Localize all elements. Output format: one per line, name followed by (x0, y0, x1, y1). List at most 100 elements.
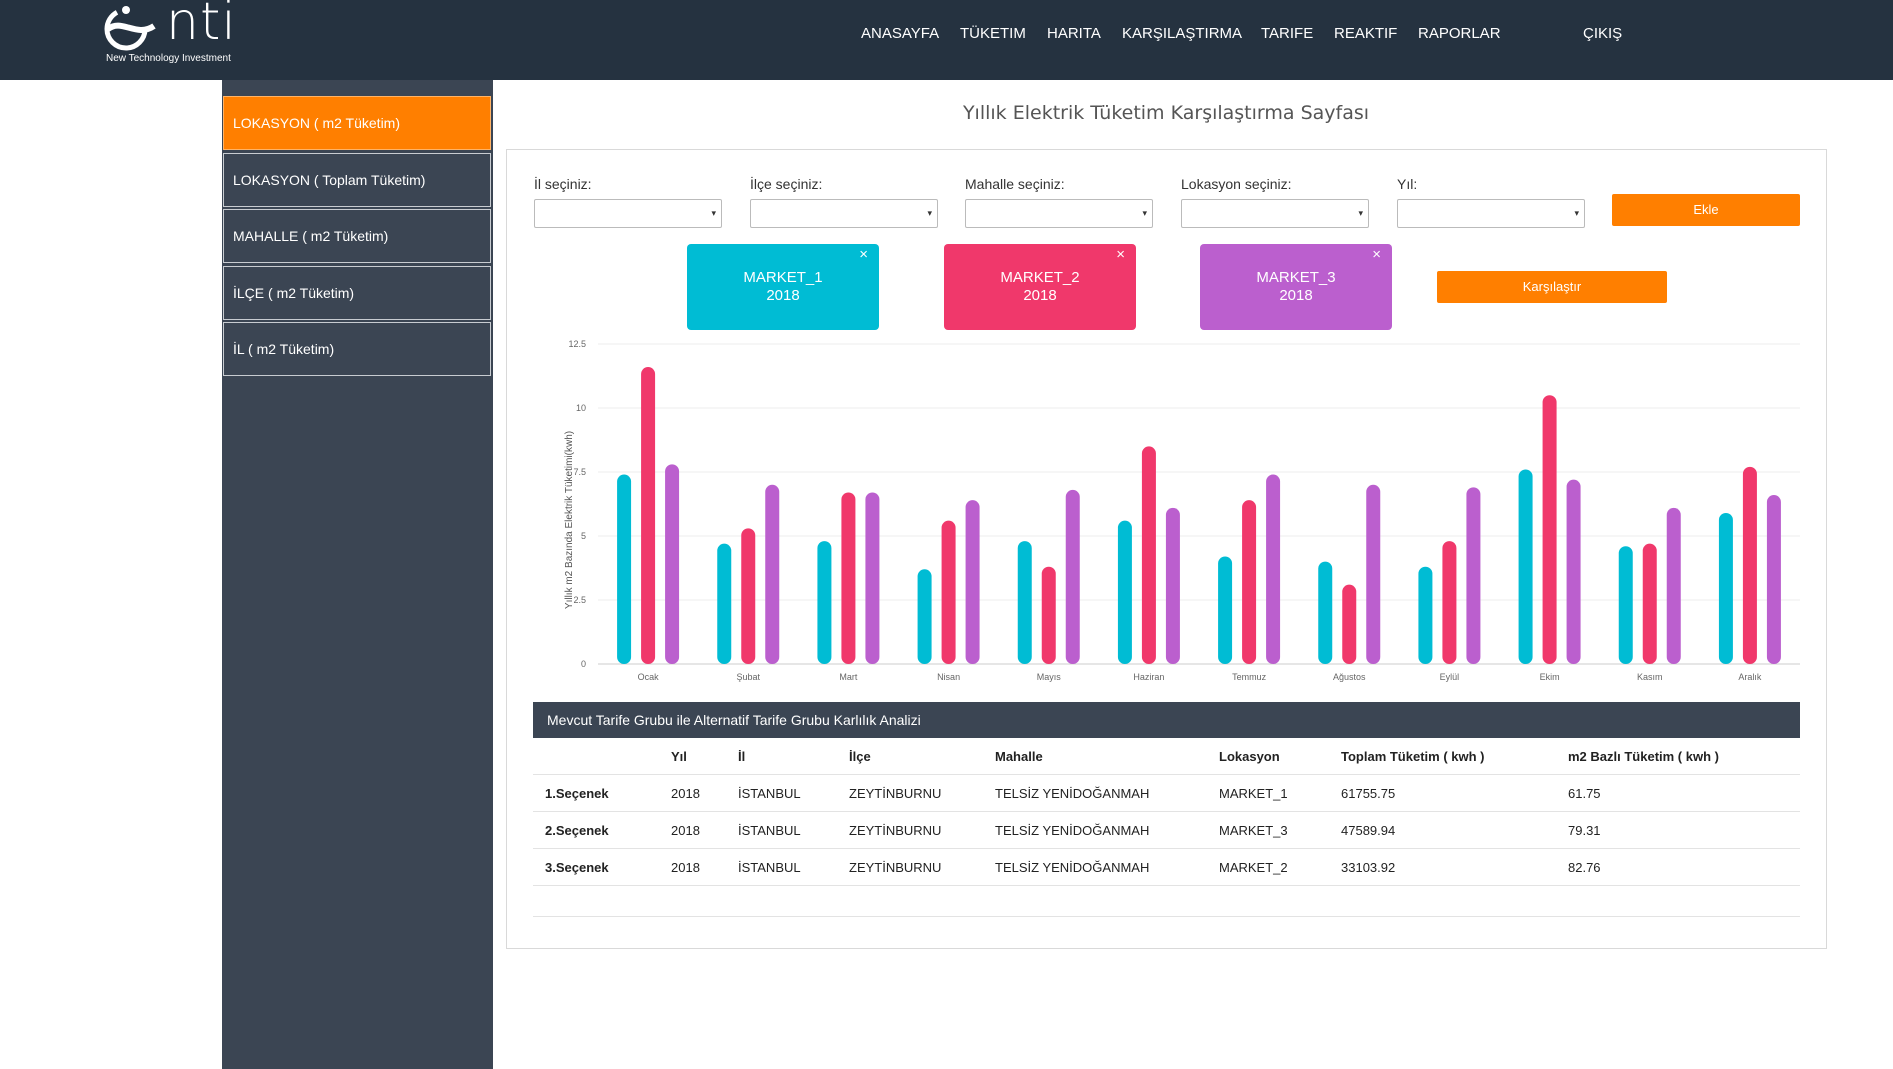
il-select[interactable]: ▾ (534, 199, 722, 228)
bar[interactable] (1442, 541, 1457, 664)
close-icon[interactable]: × (1372, 246, 1381, 263)
ilce-select[interactable]: ▾ (750, 199, 938, 228)
bar[interactable] (1518, 469, 1533, 664)
bar[interactable] (1618, 546, 1633, 664)
mahalle-select[interactable]: ▾ (965, 199, 1153, 228)
table-row: 2.Seçenek 2018 İSTANBUL ZEYTİNBURNU TELSİZ Y… (533, 812, 1800, 849)
table-cell: ZEYTİNBURNU (849, 823, 942, 838)
column-header: Toplam Tüketim ( kwh ) (1341, 749, 1485, 764)
card-year: 2018 (766, 287, 800, 304)
yil-select[interactable]: ▾ (1397, 199, 1585, 228)
table-cell: 47589.94 (1341, 823, 1396, 838)
x-tick-label: Temmuz (1232, 672, 1267, 682)
bar[interactable] (1566, 479, 1581, 664)
sidebar-item-mahalle[interactable]: MAHALLE ( m2 Tüketim) (223, 209, 491, 263)
bar[interactable] (765, 484, 780, 664)
bar[interactable] (1242, 500, 1257, 664)
lokasyon-select[interactable]: ▾ (1181, 199, 1369, 228)
table-cell: 82.76 (1568, 860, 1601, 875)
x-tick-label: Kasım (1637, 672, 1663, 682)
bar[interactable] (1218, 556, 1233, 664)
table-cell: İSTANBUL (738, 823, 801, 838)
bar[interactable] (1017, 541, 1032, 664)
bar[interactable] (717, 543, 732, 664)
analysis-table-title: Mevcut Tarife Grubu ile Alternatif Tarif… (533, 702, 1800, 738)
bar[interactable] (1318, 561, 1333, 664)
nav-tuketim[interactable]: TÜKETIM (960, 25, 1026, 42)
table-cell: MARKET_2 (1219, 860, 1288, 875)
bar[interactable] (865, 492, 880, 664)
chevron-down-icon: ▾ (1574, 208, 1579, 218)
sidebar-item-lokasyon-toplam[interactable]: LOKASYON ( Toplam Tüketim) (223, 153, 491, 207)
table-cell: 61755.75 (1341, 786, 1396, 801)
card-name: MARKET_1 (743, 269, 823, 286)
nav-harita[interactable]: HARITA (1047, 25, 1101, 42)
page-title: Yıllık Elektrik Tüketim Karşılaştırma Sa… (962, 102, 1370, 124)
bar[interactable] (917, 569, 932, 664)
bar[interactable] (617, 474, 632, 664)
bar[interactable] (665, 464, 680, 664)
table-cell: MARKET_1 (1219, 786, 1288, 801)
sidebar-item-il[interactable]: İL ( m2 Tüketim) (223, 322, 491, 376)
nav-reaktif[interactable]: REAKTIF (1334, 25, 1398, 42)
x-tick-label: Ağustos (1333, 672, 1366, 682)
bar[interactable] (1418, 566, 1433, 664)
bar[interactable] (841, 492, 856, 664)
close-icon[interactable]: × (859, 246, 868, 263)
x-tick-label: Nisan (937, 672, 960, 682)
bar[interactable] (1742, 466, 1757, 664)
sidebar-item-ilce[interactable]: İLÇE ( m2 Tüketim) (223, 266, 491, 320)
x-tick-label: Haziran (1133, 672, 1164, 682)
analysis-table: Yıl İl İlçe Mahalle Lokasyon Toplam Tüketim (… (533, 738, 1800, 917)
close-icon[interactable]: × (1116, 246, 1125, 263)
table-header-row: Yıl İl İlçe Mahalle Lokasyon Toplam Tüketim (… (533, 738, 1800, 775)
bar[interactable] (1165, 507, 1180, 664)
nav-cikis[interactable]: ÇIKIŞ (1583, 25, 1623, 42)
table-cell: 79.31 (1568, 823, 1601, 838)
logo-mark-icon (104, 6, 156, 51)
bar[interactable] (1141, 446, 1156, 664)
consumption-bar-chart: 0 2.5 5 7.5 10 12.5 Ocak Şubat Mart Nisan Mayıs Ha… (564, 339, 1800, 682)
table-cell: 2018 (671, 860, 700, 875)
bar[interactable] (741, 528, 756, 664)
y-tick-label: 5 (581, 531, 586, 541)
bar[interactable] (965, 500, 980, 664)
logo-tagline: New Technology Investment (106, 53, 231, 64)
y-tick-label: 0 (581, 659, 586, 669)
bar[interactable] (1366, 484, 1381, 664)
bar[interactable] (1718, 512, 1733, 664)
bar[interactable] (941, 520, 956, 664)
table-cell: TELSİZ YENİDOĞANMAH (995, 823, 1150, 838)
sidebar-item-lokasyon-m2[interactable]: LOKASYON ( m2 Tüketim) (223, 96, 491, 150)
bar[interactable] (1266, 474, 1281, 664)
card-name: MARKET_2 (1000, 269, 1080, 286)
table-cell: MARKET_3 (1219, 823, 1288, 838)
bar[interactable] (1542, 395, 1557, 664)
nav-raporlar[interactable]: RAPORLAR (1418, 25, 1501, 42)
bar[interactable] (1642, 543, 1657, 664)
yil-label: Yıl: (1397, 176, 1418, 192)
bar[interactable] (817, 541, 832, 664)
logo[interactable]: nti New Technology Investment (104, 0, 244, 72)
bar[interactable] (641, 367, 656, 664)
bar[interactable] (1466, 487, 1481, 664)
nav-tarife[interactable]: TARIFE (1261, 25, 1314, 42)
column-header: İl (738, 749, 746, 764)
y-tick-label: 10 (576, 403, 586, 413)
nav-karsilastirma[interactable]: KARŞILAŞTIRMA (1122, 25, 1243, 42)
nav-anasayfa[interactable]: ANASAYFA (861, 25, 940, 42)
bar[interactable] (1766, 495, 1781, 664)
sidebar: LOKASYON ( m2 Tüketim) LOKASYON ( Toplam… (222, 80, 493, 1069)
add-button[interactable]: Ekle (1612, 194, 1800, 226)
bar[interactable] (1342, 584, 1357, 664)
bar[interactable] (1117, 520, 1132, 664)
x-tick-label: Mayıs (1037, 672, 1062, 682)
y-tick-label: 12.5 (568, 339, 586, 349)
bar[interactable] (1065, 489, 1080, 664)
comparison-panel: İl seçiniz: İlçe seçiniz: Mahalle seçini… (506, 149, 1827, 949)
table-cell: 1.Seçenek (545, 786, 609, 801)
compare-button[interactable]: Karşılaştır (1437, 271, 1667, 303)
card-year: 2018 (1023, 287, 1057, 304)
bar[interactable] (1666, 507, 1681, 664)
bar[interactable] (1041, 566, 1056, 664)
